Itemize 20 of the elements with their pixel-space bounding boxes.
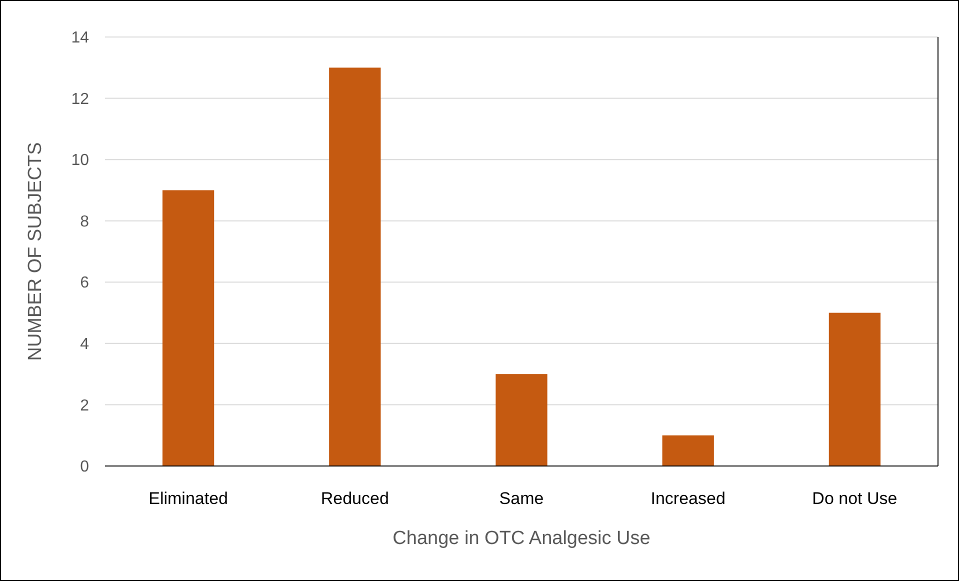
- y-tick-label: 14: [71, 30, 90, 47]
- y-tick-label: 10: [71, 152, 90, 170]
- y-tick-label: 4: [80, 336, 90, 354]
- x-tick-label: Do not Use: [812, 489, 898, 508]
- bar: [496, 374, 548, 466]
- x-tick-label: Same: [499, 489, 544, 508]
- x-tick-label: Reduced: [320, 489, 389, 508]
- x-tick-label: Increased: [650, 489, 726, 508]
- y-tick-label: 12: [71, 90, 90, 108]
- bar: [828, 312, 881, 466]
- y-tick-label: 8: [80, 213, 90, 230]
- y-axis-title: NUMBER OF SUBJECTS: [25, 142, 46, 361]
- y-tick-label: 6: [80, 274, 90, 292]
- bar: [162, 190, 214, 466]
- bar: [662, 435, 714, 466]
- y-tick-label: 0: [80, 458, 90, 476]
- x-axis-title: Change in OTC Analgesic Use: [392, 528, 650, 549]
- x-tick-label: Eliminated: [148, 489, 228, 508]
- y-tick-label: 2: [80, 397, 90, 414]
- bar: [329, 68, 381, 466]
